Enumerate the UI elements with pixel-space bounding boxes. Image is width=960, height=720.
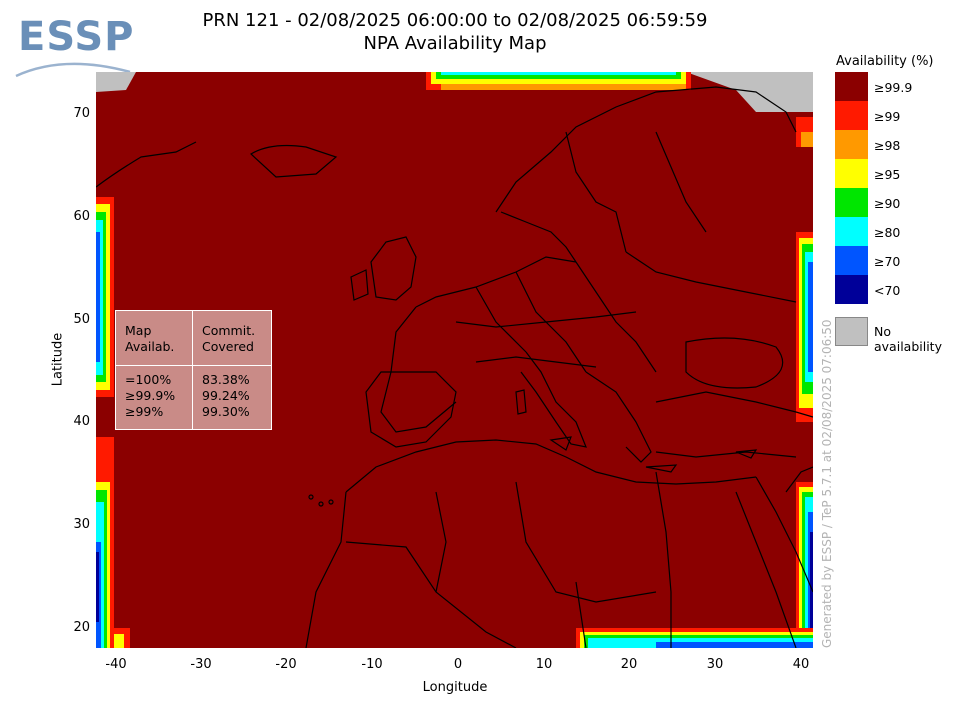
stats-availability-value: =100% — [125, 372, 172, 387]
x-tick-label: 40 — [792, 657, 810, 672]
legend-swatch — [835, 246, 868, 275]
legend-swatch — [835, 159, 868, 188]
legend-swatch — [835, 72, 868, 101]
legend-swatch — [835, 101, 868, 130]
x-tick-label: -30 — [190, 657, 212, 672]
legend-swatch-label: ≥99 — [874, 109, 901, 124]
generated-by-credit: Generated by ESSP / TeP 5.7.1 at 02/08/2… — [820, 319, 834, 648]
stats-col2-header-line1: Commit. — [202, 323, 256, 338]
stats-covered-value: 99.24% — [202, 388, 250, 403]
legend-swatch-label: ≥80 — [874, 225, 901, 240]
legend-no-availability-swatch — [835, 317, 868, 346]
y-tick-label: 30 — [73, 517, 90, 532]
x-axis-label: Longitude — [422, 680, 488, 695]
north-edge-band — [426, 72, 691, 90]
legend-swatch-label: ≥95 — [874, 167, 901, 182]
south-edge-band — [576, 628, 813, 648]
no-availability-region-ne — [686, 72, 813, 112]
legend-swatch-label: <70 — [874, 283, 901, 298]
y-tick-label: 40 — [73, 414, 90, 429]
y-tick-label: 50 — [73, 312, 90, 327]
map-subtitle: NPA Availability Map — [363, 33, 547, 54]
availability-stats-table: Map Availab. Commit. Covered =100% ≥99.9… — [115, 310, 272, 430]
stats-col2-header-line2: Covered — [202, 339, 254, 354]
stats-col1-header-line2: Availab. — [125, 339, 175, 354]
x-tick-label: 30 — [706, 657, 724, 672]
y-tick-label: 20 — [73, 620, 90, 635]
stats-covered-value: 99.30% — [202, 404, 250, 419]
stats-col1-header-line1: Map — [125, 323, 152, 338]
x-tick-label: 20 — [620, 657, 638, 672]
east-edge-band — [796, 117, 813, 648]
x-tick-label: -10 — [361, 657, 383, 672]
x-tick-label: 0 — [453, 657, 463, 672]
stats-availability-value: ≥99% — [125, 404, 164, 419]
x-tick-label: 10 — [535, 657, 553, 672]
y-tick-label: 60 — [73, 209, 90, 224]
legend-no-availability-label: No availability — [874, 324, 942, 354]
y-axis-label: Latitude — [50, 332, 66, 387]
y-tick-label: 70 — [73, 106, 90, 121]
stats-column-divider — [192, 311, 193, 429]
legend-title: Availability (%) — [836, 54, 934, 69]
legend-swatch-label: ≥90 — [874, 196, 901, 211]
logo-swoosh-icon — [15, 62, 131, 78]
logo-text: ESSP — [18, 14, 135, 60]
legend-swatch-label: ≥98 — [874, 138, 901, 153]
x-tick-label: -20 — [275, 657, 297, 672]
map-title: PRN 121 - 02/08/2025 06:00:00 to 02/08/2… — [202, 10, 708, 31]
x-tick-label: -40 — [105, 657, 127, 672]
legend-swatch — [835, 188, 868, 217]
legend-swatch — [835, 130, 868, 159]
west-edge-band-lower — [96, 437, 130, 648]
legend-swatch — [835, 275, 868, 304]
legend-swatch-label: ≥70 — [874, 254, 901, 269]
essp-logo: ESSP — [14, 14, 135, 80]
west-edge-band-upper — [96, 197, 114, 397]
stats-availability-value: ≥99.9% — [125, 388, 176, 403]
stats-row-divider — [116, 365, 271, 366]
legend-swatch — [835, 217, 868, 246]
stats-covered-value: 83.38% — [202, 372, 250, 387]
legend-swatch-label: ≥99.9 — [874, 80, 913, 95]
coastlines — [96, 86, 813, 648]
no-availability-region-nw — [96, 72, 136, 92]
